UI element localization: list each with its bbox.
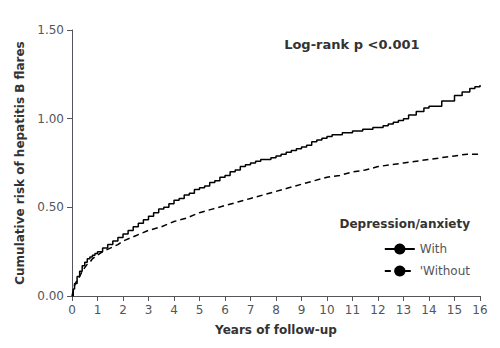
svg-text:11: 11 (345, 303, 360, 317)
svg-text:6: 6 (221, 303, 229, 317)
svg-text:13: 13 (396, 303, 411, 317)
svg-text:'Without: 'Without (420, 264, 470, 278)
svg-text:14: 14 (421, 303, 436, 317)
svg-text:Depression/anxiety: Depression/anxiety (339, 217, 470, 231)
svg-text:16: 16 (472, 303, 487, 317)
svg-text:4: 4 (170, 303, 178, 317)
svg-text:0: 0 (68, 303, 76, 317)
svg-text:With: With (420, 242, 447, 256)
svg-text:1: 1 (94, 303, 102, 317)
svg-text:1.00: 1.00 (37, 112, 64, 126)
svg-text:10: 10 (319, 303, 334, 317)
svg-text:12: 12 (370, 303, 385, 317)
svg-text:Cumulative risk of hepatitis B: Cumulative risk of hepatitis B flares (13, 41, 27, 284)
svg-text:Log-rank p <0.001: Log-rank p <0.001 (284, 37, 419, 52)
svg-text:8: 8 (272, 303, 280, 317)
svg-text:9: 9 (298, 303, 306, 317)
svg-text:15: 15 (447, 303, 462, 317)
svg-text:0.00: 0.00 (37, 289, 64, 303)
svg-text:1.50: 1.50 (37, 23, 64, 37)
svg-text:Years of follow-up: Years of follow-up (214, 323, 337, 337)
svg-text:7: 7 (247, 303, 255, 317)
svg-text:2: 2 (119, 303, 127, 317)
svg-text:3: 3 (145, 303, 153, 317)
svg-text:0.50: 0.50 (37, 200, 64, 214)
svg-text:5: 5 (196, 303, 204, 317)
